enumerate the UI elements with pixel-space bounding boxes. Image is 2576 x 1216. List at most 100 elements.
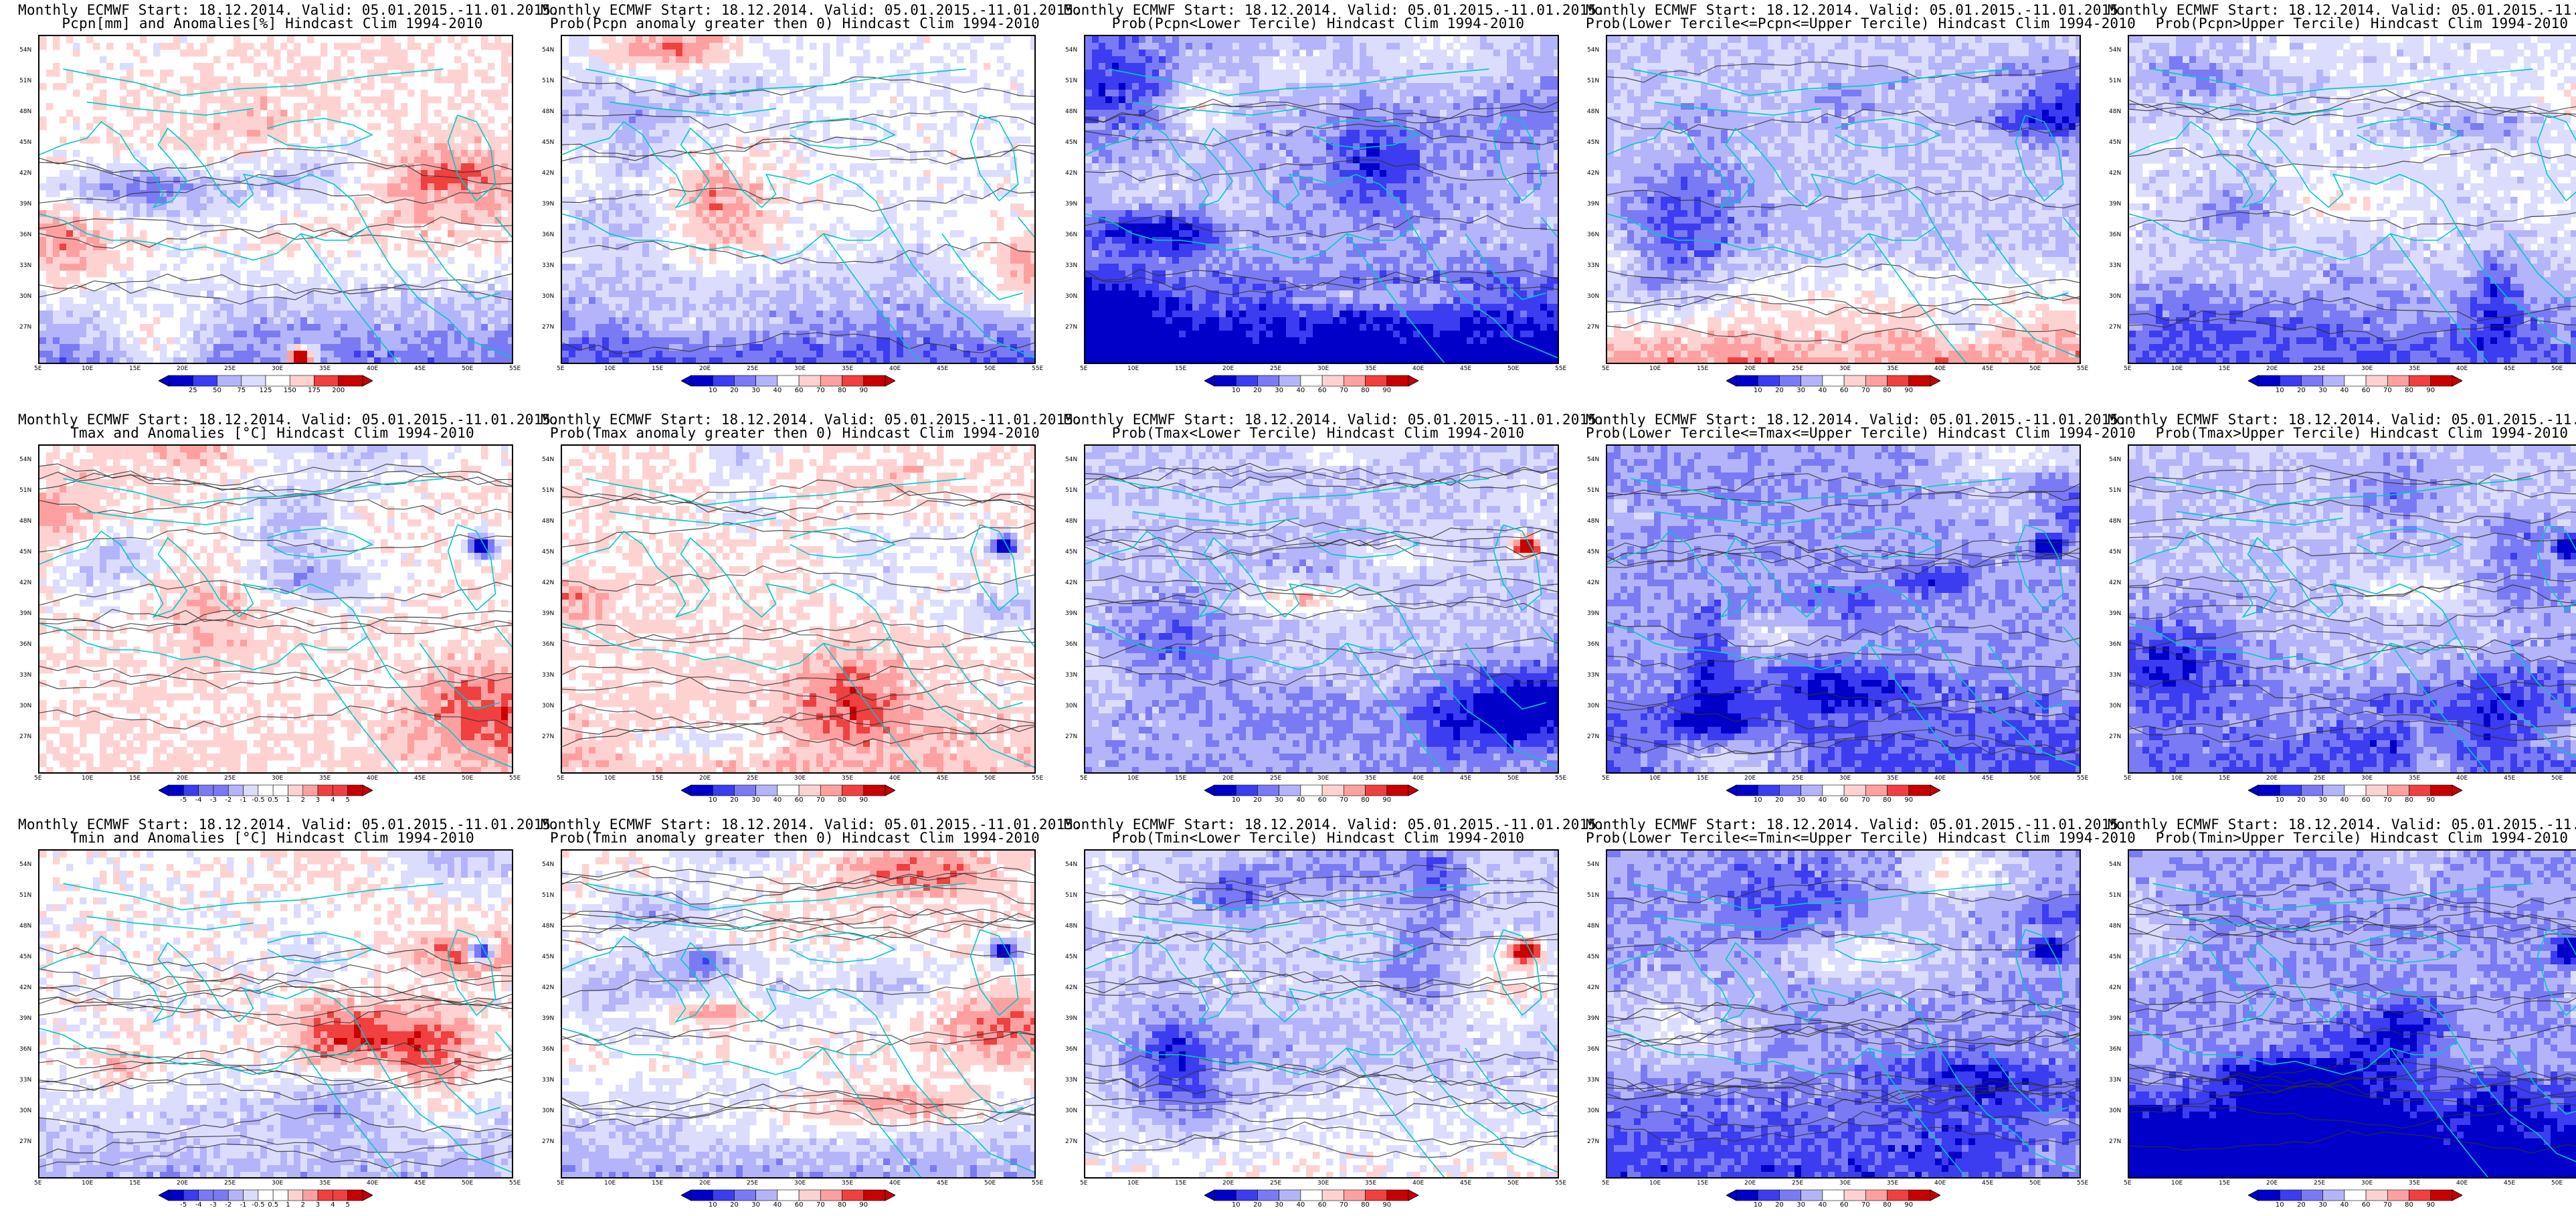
latitude-label: 39N [19, 610, 31, 617]
latitude-label: 45N [1065, 549, 1077, 555]
longitude-label: 20E [1744, 365, 1756, 372]
longitude-label: 45E [1460, 1180, 1471, 1187]
latitude-label: 33N [542, 262, 554, 269]
shaded-field [39, 851, 513, 1179]
latitude-label: 36N [1065, 641, 1077, 648]
color-bar-label: 90 [1382, 1201, 1391, 1209]
color-bar-label: 40 [1819, 1201, 1827, 1209]
latitude-label: 39N [1065, 1015, 1077, 1022]
color-bar-label: 40 [773, 1201, 782, 1209]
longitude-label: 50E [462, 365, 473, 372]
longitude-label: 20E [177, 1180, 188, 1187]
longitude-label: 40E [1934, 1180, 1946, 1187]
longitude-label: 20E [1744, 1180, 1756, 1187]
latitude-label: 51N [1065, 487, 1077, 494]
color-bar-label: 80 [838, 796, 846, 804]
color-bar-label: 30 [1275, 387, 1283, 394]
color-bar-label: 30 [1797, 1201, 1805, 1209]
latitude-label: 36N [2109, 232, 2121, 238]
latitude-label: 27N [542, 733, 554, 740]
latitude-label: 30N [2109, 1108, 2121, 1114]
forecast-panel: Monthly ECMWF Start: 18.12.2014. Valid: … [18, 0, 527, 402]
longitude-label: 5E [2124, 365, 2131, 372]
color-bar-label: 80 [1361, 1201, 1370, 1209]
longitude-label: 35E [1365, 1180, 1376, 1187]
color-bar-label: 20 [1253, 387, 1262, 394]
color-bar-label: -1 [240, 1201, 247, 1209]
longitude-label: 15E [1697, 1180, 1708, 1187]
latitude-label: 39N [19, 201, 31, 207]
latitude-label: 45N [1587, 139, 1599, 146]
longitude-label: 50E [1507, 1180, 1519, 1187]
longitude-label: 30E [1839, 775, 1851, 782]
color-bar-label: 10 [1232, 796, 1240, 804]
longitude-label: 15E [2219, 1180, 2230, 1187]
latitude-label: 33N [1587, 262, 1599, 269]
latitude-label: 39N [2109, 201, 2121, 207]
color-bar-label: 40 [2340, 1201, 2349, 1209]
color-bar-label: 60 [2362, 387, 2371, 394]
latitude-label: 51N [542, 487, 554, 494]
latitude-label: 30N [19, 1108, 31, 1114]
color-bar-label: 4 [331, 1201, 335, 1209]
latitude-label: 51N [542, 892, 554, 899]
color-bar-label: 80 [2405, 387, 2413, 394]
longitude-label: 5E [1602, 1180, 1609, 1187]
precip-anomaly-map [38, 35, 513, 364]
latitude-label: 27N [1587, 1138, 1599, 1145]
forecast-panel: Monthly ECMWF Start: 18.12.2014. Valid: … [541, 410, 1049, 811]
latitude-label: 48N [1065, 923, 1077, 930]
longitude-label: 35E [1365, 365, 1376, 372]
longitude-label: 35E [319, 775, 331, 782]
longitude-label: 15E [129, 775, 141, 782]
tmax-normal-map [1606, 444, 2081, 774]
longitude-label: 5E [34, 1180, 41, 1187]
panel-subtitle: Prob(Tmin<Lower Tercile) Hindcast Clim 1… [1064, 831, 1572, 846]
color-bar-label: 80 [1883, 387, 1892, 394]
color-bar-label: 20 [2297, 387, 2306, 394]
longitude-label: 10E [1649, 365, 1661, 372]
latitude-label: 36N [542, 641, 554, 648]
shaded-field [39, 446, 513, 774]
color-bar-label: 20 [1775, 796, 1784, 804]
longitude-label: 10E [2171, 1180, 2183, 1187]
color-bar-label: 20 [730, 387, 739, 394]
panel-subtitle: Prob(Tmin anomaly greater then 0) Hindca… [541, 831, 1049, 846]
color-bar-label: 10 [709, 1201, 717, 1209]
latitude-label: 27N [1065, 1138, 1077, 1145]
longitude-label: 35E [2409, 365, 2420, 372]
latitude-label: 45N [542, 954, 554, 960]
tmin-anomaly-map [38, 849, 513, 1179]
longitude-label: 10E [1127, 365, 1139, 372]
longitude-label: 40E [367, 365, 378, 372]
latitude-label: 48N [1065, 518, 1077, 525]
latitude-label: 33N [542, 672, 554, 679]
color-bar-label: 25 [189, 387, 197, 394]
longitude-label: 5E [2124, 1180, 2131, 1187]
longitude-label: 10E [82, 775, 93, 782]
color-bar-label: 1 [286, 1201, 290, 1209]
color-bar-label: 40 [773, 387, 782, 394]
color-bar-label: 125 [259, 387, 272, 394]
longitude-label: 55E [1555, 1180, 1566, 1187]
longitude-label: 20E [1222, 775, 1234, 782]
latitude-label: 54N [1065, 47, 1077, 54]
latitude-label: 42N [2109, 984, 2121, 991]
latitude-label: 45N [1065, 139, 1077, 146]
longitude-label: 15E [652, 365, 663, 372]
latitude-label: 45N [19, 139, 31, 146]
latitude-label: 42N [1587, 580, 1599, 586]
forecast-panel: Monthly ECMWF Start: 18.12.2014. Valid: … [541, 0, 1049, 402]
longitude-label: 35E [2409, 775, 2420, 782]
longitude-label: 20E [2266, 365, 2278, 372]
forecast-panel: Monthly ECMWF Start: 18.12.2014. Valid: … [18, 814, 527, 1216]
color-bar-label: 30 [1275, 796, 1283, 804]
color-bar-label: 2 [301, 1201, 305, 1209]
latitude-label: 33N [19, 1077, 31, 1083]
latitude-label: 51N [2109, 78, 2121, 84]
panel-subtitle: Tmax and Anomalies [°C] Hindcast Clim 19… [18, 426, 527, 441]
color-bar-label: 70 [1340, 387, 1348, 394]
